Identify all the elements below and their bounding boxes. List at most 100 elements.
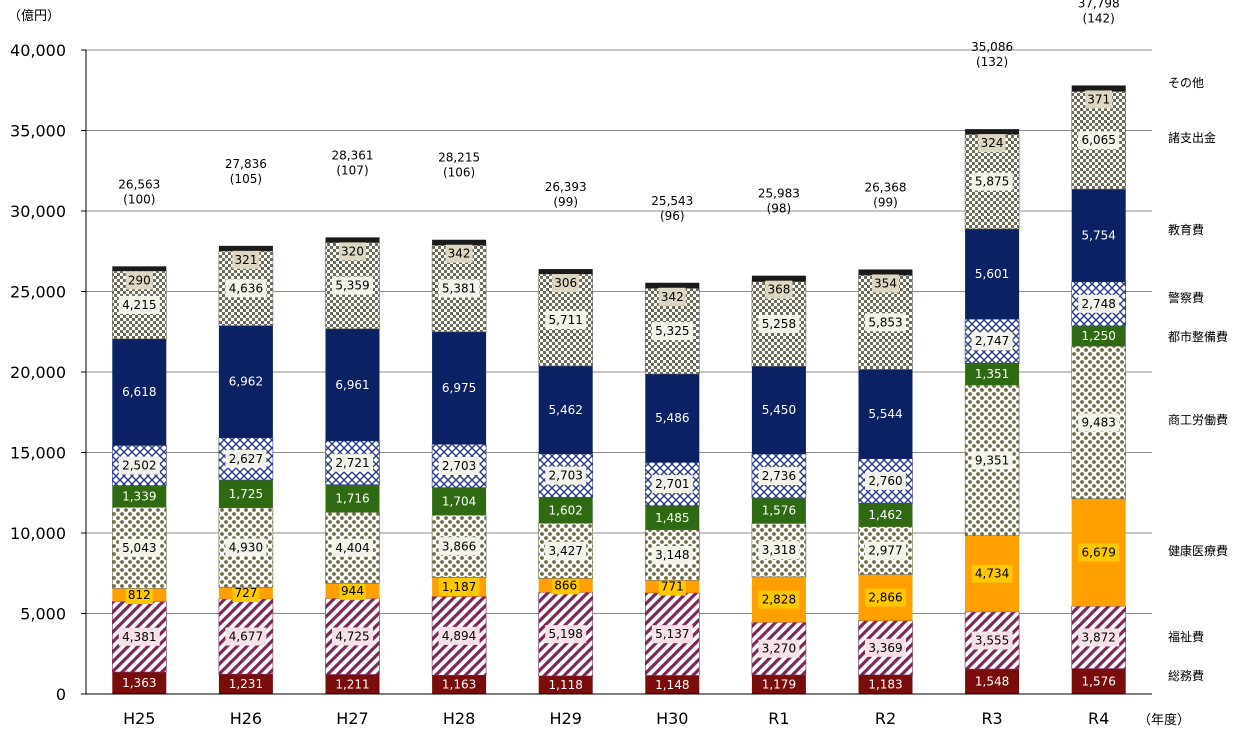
x-tick-label: H29	[550, 709, 582, 728]
segment-label-bg	[865, 313, 906, 332]
total-label: 26,368	[865, 180, 907, 194]
segment-label: 1,250	[1082, 329, 1116, 343]
bar-segment	[432, 675, 487, 694]
total-labels: 26,563(100)27,836(105)28,361(107)28,215(…	[118, 0, 1119, 223]
bar-segment	[432, 331, 487, 445]
bar-segment	[965, 669, 1020, 694]
segment-label-bg	[225, 627, 267, 646]
total-label: 25,543	[651, 194, 693, 208]
segment-label-bg	[232, 250, 260, 269]
bar-segment	[432, 487, 487, 516]
segment-label-bg	[438, 456, 480, 475]
legend-label: 教育費	[1168, 222, 1204, 237]
bar-segment	[112, 338, 167, 446]
segment-label: 2,627	[229, 452, 263, 466]
segment-label: 1,339	[122, 489, 156, 503]
segment-label: 1,716	[335, 492, 369, 506]
y-tick-label: 20,000	[10, 363, 66, 382]
segment-label: 1,163	[442, 678, 476, 692]
y-tick-label: 10,000	[10, 524, 66, 543]
bar-segment	[751, 366, 806, 454]
segment-label-bg	[971, 332, 1013, 351]
bar-segment	[218, 245, 273, 252]
segment-label: 4,677	[229, 630, 263, 644]
total-label: 26,563	[118, 177, 160, 191]
total-label: 26,393	[545, 180, 587, 194]
bars: 1,363 4,381 812 5,043 1,339 2,502 6,618 4,215 29…	[112, 85, 1126, 694]
segment-label-bg	[651, 322, 693, 341]
index-label: (100)	[123, 192, 155, 206]
segment-label: 5,359	[335, 279, 369, 293]
segment-label-bg	[118, 627, 160, 646]
x-tick-label: H26	[230, 709, 262, 728]
segment-label-bg	[758, 467, 800, 486]
segment-label-bg	[118, 295, 160, 314]
segment-label-bg	[865, 638, 906, 657]
segment-label-bg	[545, 625, 587, 644]
index-label: (106)	[443, 166, 475, 180]
segment-label-bg	[545, 466, 587, 485]
segment-label-bg	[658, 287, 686, 306]
legend-label: 福祉費	[1168, 629, 1204, 644]
bar-segment	[112, 672, 167, 694]
bar-segment	[218, 480, 273, 508]
total-label: 28,361	[332, 148, 374, 162]
segment-label-bg	[332, 538, 373, 557]
segment-label-bg	[758, 590, 800, 609]
segment-label: 5,325	[655, 324, 689, 338]
segment-label-bg	[978, 134, 1006, 153]
total-label: 35,086	[971, 40, 1013, 54]
bar-segment	[965, 228, 1020, 320]
bar-segment	[325, 674, 380, 694]
segment-label: 2,701	[655, 477, 689, 491]
segment-label: 812	[128, 588, 151, 602]
segment-label-bg	[332, 453, 373, 472]
segment-label: 368	[767, 283, 790, 297]
segment-label: 4,930	[229, 540, 263, 554]
bar-segment	[325, 484, 380, 513]
segment-label: 1,485	[655, 511, 689, 525]
segment-label: 354	[874, 276, 897, 290]
bar-segment	[538, 497, 593, 524]
segment-label: 1,179	[762, 678, 796, 692]
segment-label: 320	[341, 244, 364, 258]
segment-label: 6,961	[335, 378, 369, 392]
segment-label: 5,462	[549, 403, 583, 417]
bar-segment	[112, 485, 167, 508]
segment-label: 6,975	[442, 381, 476, 395]
bar-segment	[858, 503, 913, 527]
x-tick-label: R1	[768, 709, 789, 728]
segment-label-bg	[651, 546, 693, 565]
bar-segment	[538, 676, 593, 694]
x-tick-label: R4	[1088, 709, 1109, 728]
segment-label-bg	[339, 581, 366, 600]
segment-label: 2,760	[868, 474, 902, 488]
segment-label: 3,866	[442, 539, 476, 553]
segment-label-bg	[438, 279, 480, 298]
segment-label: 4,734	[975, 567, 1009, 581]
segment-label-bg	[545, 310, 587, 329]
bar-segment	[538, 365, 593, 454]
segment-label: 1,548	[975, 675, 1009, 689]
total-label: 28,215	[438, 151, 480, 165]
segment-label-bg	[332, 627, 373, 646]
segment-label-bg	[1078, 543, 1120, 562]
bar-segment	[645, 282, 700, 289]
segment-label: 5,853	[868, 315, 902, 329]
segment-label-bg	[552, 274, 580, 293]
segment-label: 2,747	[975, 334, 1009, 348]
bar-segment	[858, 674, 913, 694]
segment-label: 5,754	[1082, 228, 1116, 242]
segment-label: 6,962	[229, 375, 263, 389]
segment-label: 3,148	[655, 548, 689, 562]
segment-label: 3,270	[762, 642, 796, 656]
segment-label: 727	[234, 586, 257, 600]
segment-label: 5,137	[655, 627, 689, 641]
segment-label: 3,555	[975, 633, 1009, 647]
bar-segment	[645, 505, 700, 530]
y-tick-label: 0	[56, 685, 66, 704]
segment-label: 1,363	[122, 676, 156, 690]
segment-label: 371	[1087, 92, 1110, 106]
segment-label-bg	[1078, 413, 1120, 432]
segment-label-bg	[872, 274, 899, 293]
